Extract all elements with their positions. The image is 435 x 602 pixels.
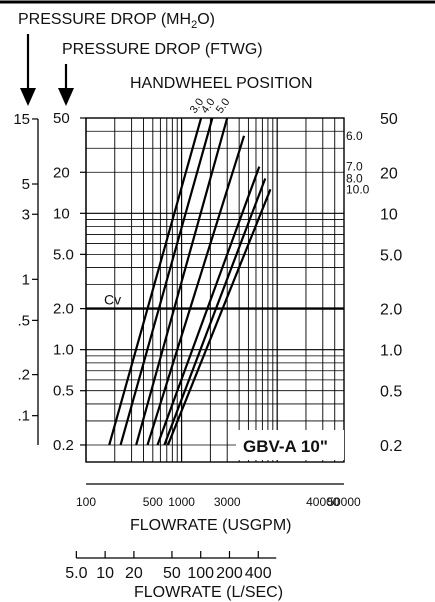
xtick-label: 50000: [327, 495, 361, 509]
x2label: FLOWRATE (L/SEC): [134, 584, 283, 601]
series-label: 10.0: [346, 182, 370, 196]
ytick-label-ftwg: 0.2: [53, 437, 74, 454]
ytick-label-right: 0.5: [380, 384, 402, 401]
ytick-label-right: 1.0: [380, 343, 402, 360]
series-label: 8.0: [346, 171, 363, 185]
xtick2-label: 5.0: [65, 565, 87, 582]
ytick-label-right: 2.0: [380, 302, 402, 319]
ytick-label-ftwg: 0.5: [53, 383, 74, 400]
xtick-label: 100: [76, 495, 96, 509]
xtick-label: 3000: [214, 495, 241, 509]
ytick-label-right: 5.0: [380, 247, 402, 264]
ytick-label-mh2o: 15: [13, 111, 30, 128]
ytick-label-right: 0.2: [380, 438, 402, 455]
ytick-label-mh2o: 1: [22, 271, 30, 288]
xtick-label: 1000: [168, 495, 195, 509]
ytick-label-mh2o: 5: [22, 176, 30, 193]
ytick-label-ftwg: 1.0: [53, 342, 74, 359]
series-label: 6.0: [346, 129, 363, 143]
series-label: 5.0: [214, 96, 233, 115]
xtick-label: 500: [143, 495, 163, 509]
ytick-label-mh2o: .1: [17, 408, 30, 425]
series-line: [163, 178, 267, 446]
xtick2-label: 200: [216, 565, 243, 582]
xlabel: FLOWRATE (USGPM): [130, 517, 291, 534]
xtick-label: 40000: [306, 495, 340, 509]
ytick-label-ftwg: 10: [53, 205, 70, 222]
arrow-mh2o-head: [20, 88, 36, 106]
ylabel-mh2o: PRESSURE DROP (MH2O): [18, 11, 215, 31]
series-line: [119, 117, 214, 446]
series-group: 3.04.05.06.07.08.010.0: [108, 96, 370, 446]
series-line: [166, 188, 272, 446]
ytick-label-mh2o: .5: [17, 312, 30, 329]
arrow-ftwg-head: [58, 88, 74, 106]
ytick-label-mh2o: .2: [17, 367, 30, 384]
ytick-label-ftwg: 5.0: [53, 246, 74, 263]
xtick2-label: 400: [245, 565, 272, 582]
xtick2-label: 10: [96, 565, 114, 582]
series-header: HANDWHEEL POSITION: [130, 75, 313, 92]
ytick-label-ftwg: 50: [53, 110, 70, 127]
series-line: [108, 117, 203, 446]
grid: [85, 117, 345, 463]
ytick-label-right: 10: [380, 206, 398, 223]
cv-label: Cv: [104, 292, 121, 308]
ytick-label-ftwg: 2.0: [53, 301, 74, 318]
ytick-label-right: 20: [380, 165, 398, 182]
chart-title: GBV-A 10": [243, 437, 328, 456]
ytick-label-ftwg: 20: [53, 164, 70, 181]
xtick2-label: 20: [125, 565, 143, 582]
series-line: [156, 166, 261, 446]
chart-title-box: [236, 430, 344, 460]
ytick-label-mh2o: 3: [22, 206, 30, 223]
xtick2-label: 50: [163, 565, 181, 582]
xtick2-label: 100: [187, 565, 214, 582]
plot-border: [85, 117, 345, 463]
ytick-label-right: 50: [380, 111, 398, 128]
ylabel-ftwg: PRESSURE DROP (FTWG): [62, 41, 263, 58]
series-line: [146, 135, 246, 446]
series-line: [135, 117, 229, 446]
axes: 50 20 10 5.0 2.0 1.0 0.5 0.2 15 5 3 1 .5 .2 .1 50 20 10 5.…: [13, 110, 402, 582]
series-label: 7.0: [346, 160, 363, 174]
